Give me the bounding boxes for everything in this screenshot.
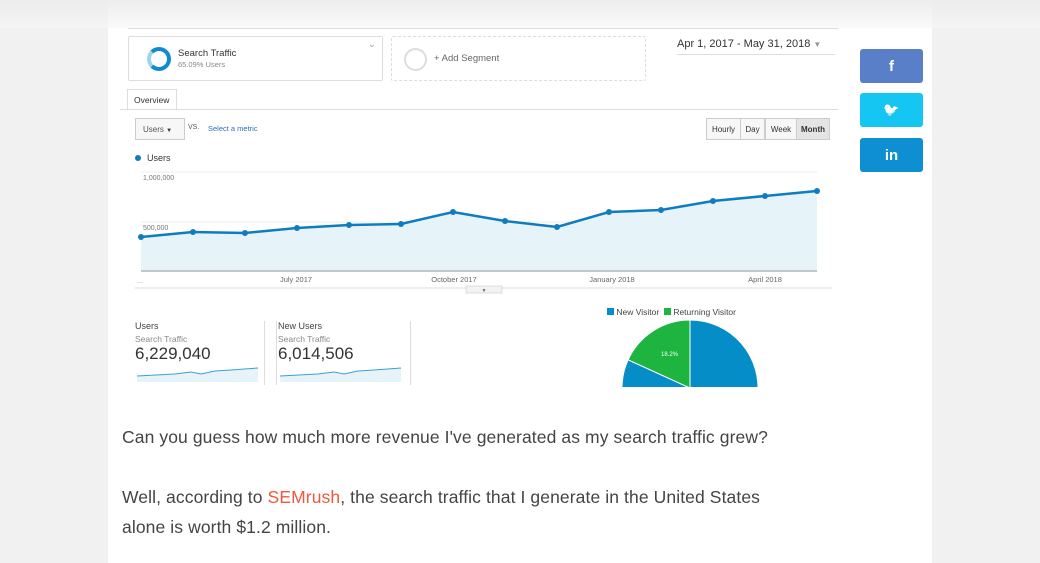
segment-placeholder-icon: [404, 48, 427, 71]
semrush-link[interactable]: SEMrush: [267, 487, 341, 507]
scorecard-value: 6,014,506: [278, 344, 354, 363]
pie-slice-returning-visitor: [627, 319, 691, 387]
data-point[interactable]: [346, 222, 352, 228]
data-point[interactable]: [606, 209, 612, 215]
linkedin-icon: in: [884, 146, 899, 164]
y-tick-label: 1,000,000: [143, 175, 174, 182]
article-column: [108, 0, 932, 563]
users-line-chart: 1,000,000 500,000 ... July 2017 October …: [135, 171, 832, 294]
pie-label: 18.2%: [661, 352, 679, 358]
collapse-chart-handle[interactable]: [465, 285, 503, 294]
visitor-pie-chart: 18.2%: [621, 319, 759, 387]
svg-text:...: ...: [137, 278, 143, 285]
data-point[interactable]: [554, 224, 560, 230]
data-point[interactable]: [190, 229, 196, 235]
day-button[interactable]: Day: [740, 118, 765, 140]
x-tick-label: October 2017: [431, 275, 476, 284]
select-metric-link[interactable]: Select a metric: [208, 124, 258, 133]
data-point[interactable]: [398, 221, 404, 227]
data-point[interactable]: [138, 234, 144, 240]
segment-sub: 65.09% Users: [178, 60, 226, 69]
facebook-share-button[interactable]: f: [860, 49, 923, 83]
facebook-icon: f: [889, 57, 894, 75]
dropdown-icon: ▼: [813, 40, 822, 49]
data-point[interactable]: [242, 230, 248, 236]
segment-ring-icon: [147, 47, 171, 71]
area-fill: [141, 191, 817, 272]
linkedin-share-button[interactable]: in: [860, 138, 923, 172]
x-tick-label: July 2017: [280, 275, 312, 284]
data-point[interactable]: [814, 188, 820, 194]
analytics-screenshot: Search Traffic 65.09% Users ⌄ + Add Segm…: [120, 28, 840, 390]
y-tick-label: 500,000: [143, 225, 168, 232]
date-range-picker[interactable]: Apr 1, 2017 - May 31, 2018 ▼: [677, 38, 835, 55]
data-point[interactable]: [450, 209, 456, 215]
twitter-icon: 🐦: [883, 102, 900, 117]
data-point[interactable]: [762, 193, 768, 199]
x-tick-label: January 2018: [589, 275, 634, 284]
article-paragraph: Can you guess how much more revenue I've…: [122, 427, 768, 447]
add-segment-button[interactable]: + Add Segment: [391, 36, 646, 81]
segment-search-traffic[interactable]: Search Traffic 65.09% Users ⌄: [128, 36, 383, 81]
tab-overview[interactable]: Overview: [127, 89, 177, 110]
data-point[interactable]: [710, 198, 716, 204]
week-button[interactable]: Week: [765, 118, 797, 140]
metric-select[interactable]: Users ▼: [135, 118, 185, 140]
data-point[interactable]: [658, 207, 664, 213]
chart-legend: Users: [135, 153, 171, 163]
sparkline: [279, 367, 402, 382]
article-paragraph: Well, according to SEMrush, the search t…: [122, 487, 761, 537]
x-tick-label: April 2018: [748, 275, 782, 284]
segment-name: Search Traffic: [178, 48, 237, 59]
pie-slice-new-visitor: [621, 319, 759, 387]
data-point[interactable]: [502, 218, 508, 224]
sparkline: [136, 367, 259, 382]
pie-legend: New Visitor Returning Visitor: [607, 307, 736, 317]
svg-text:▼: ▼: [482, 288, 487, 294]
data-point[interactable]: [294, 225, 300, 231]
month-button[interactable]: Month: [796, 118, 830, 140]
twitter-share-button[interactable]: 🐦: [860, 93, 923, 127]
scorecard-users[interactable]: Users Search Traffic 6,229,040: [135, 321, 265, 385]
chevron-down-icon: ⌄: [367, 39, 376, 50]
series-line: [140, 189, 818, 239]
scorecard-value: 6,229,040: [135, 344, 211, 363]
scorecard-new-users[interactable]: New Users Search Traffic 6,014,506: [276, 321, 411, 385]
